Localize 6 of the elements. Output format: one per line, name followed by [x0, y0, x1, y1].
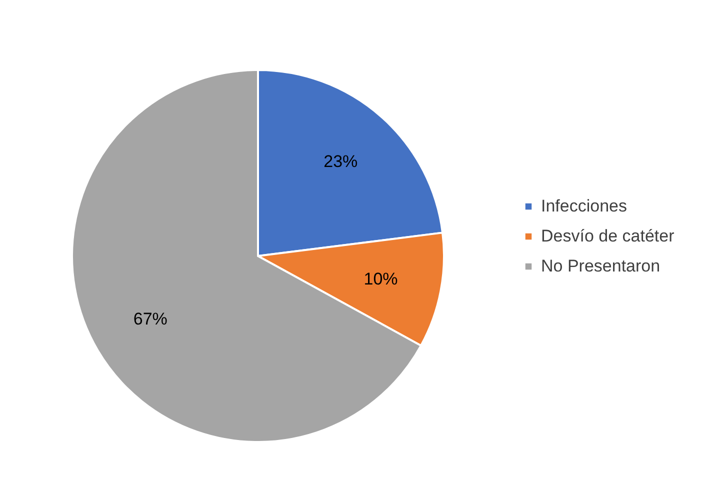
legend-label: No Presentaron [541, 256, 660, 276]
data-label: 10% [364, 269, 398, 288]
data-label: 67% [133, 310, 168, 329]
legend-label: Infecciones [541, 196, 627, 216]
data-label: 23% [324, 152, 358, 172]
legend-label: Desvío de catéter [541, 226, 675, 246]
